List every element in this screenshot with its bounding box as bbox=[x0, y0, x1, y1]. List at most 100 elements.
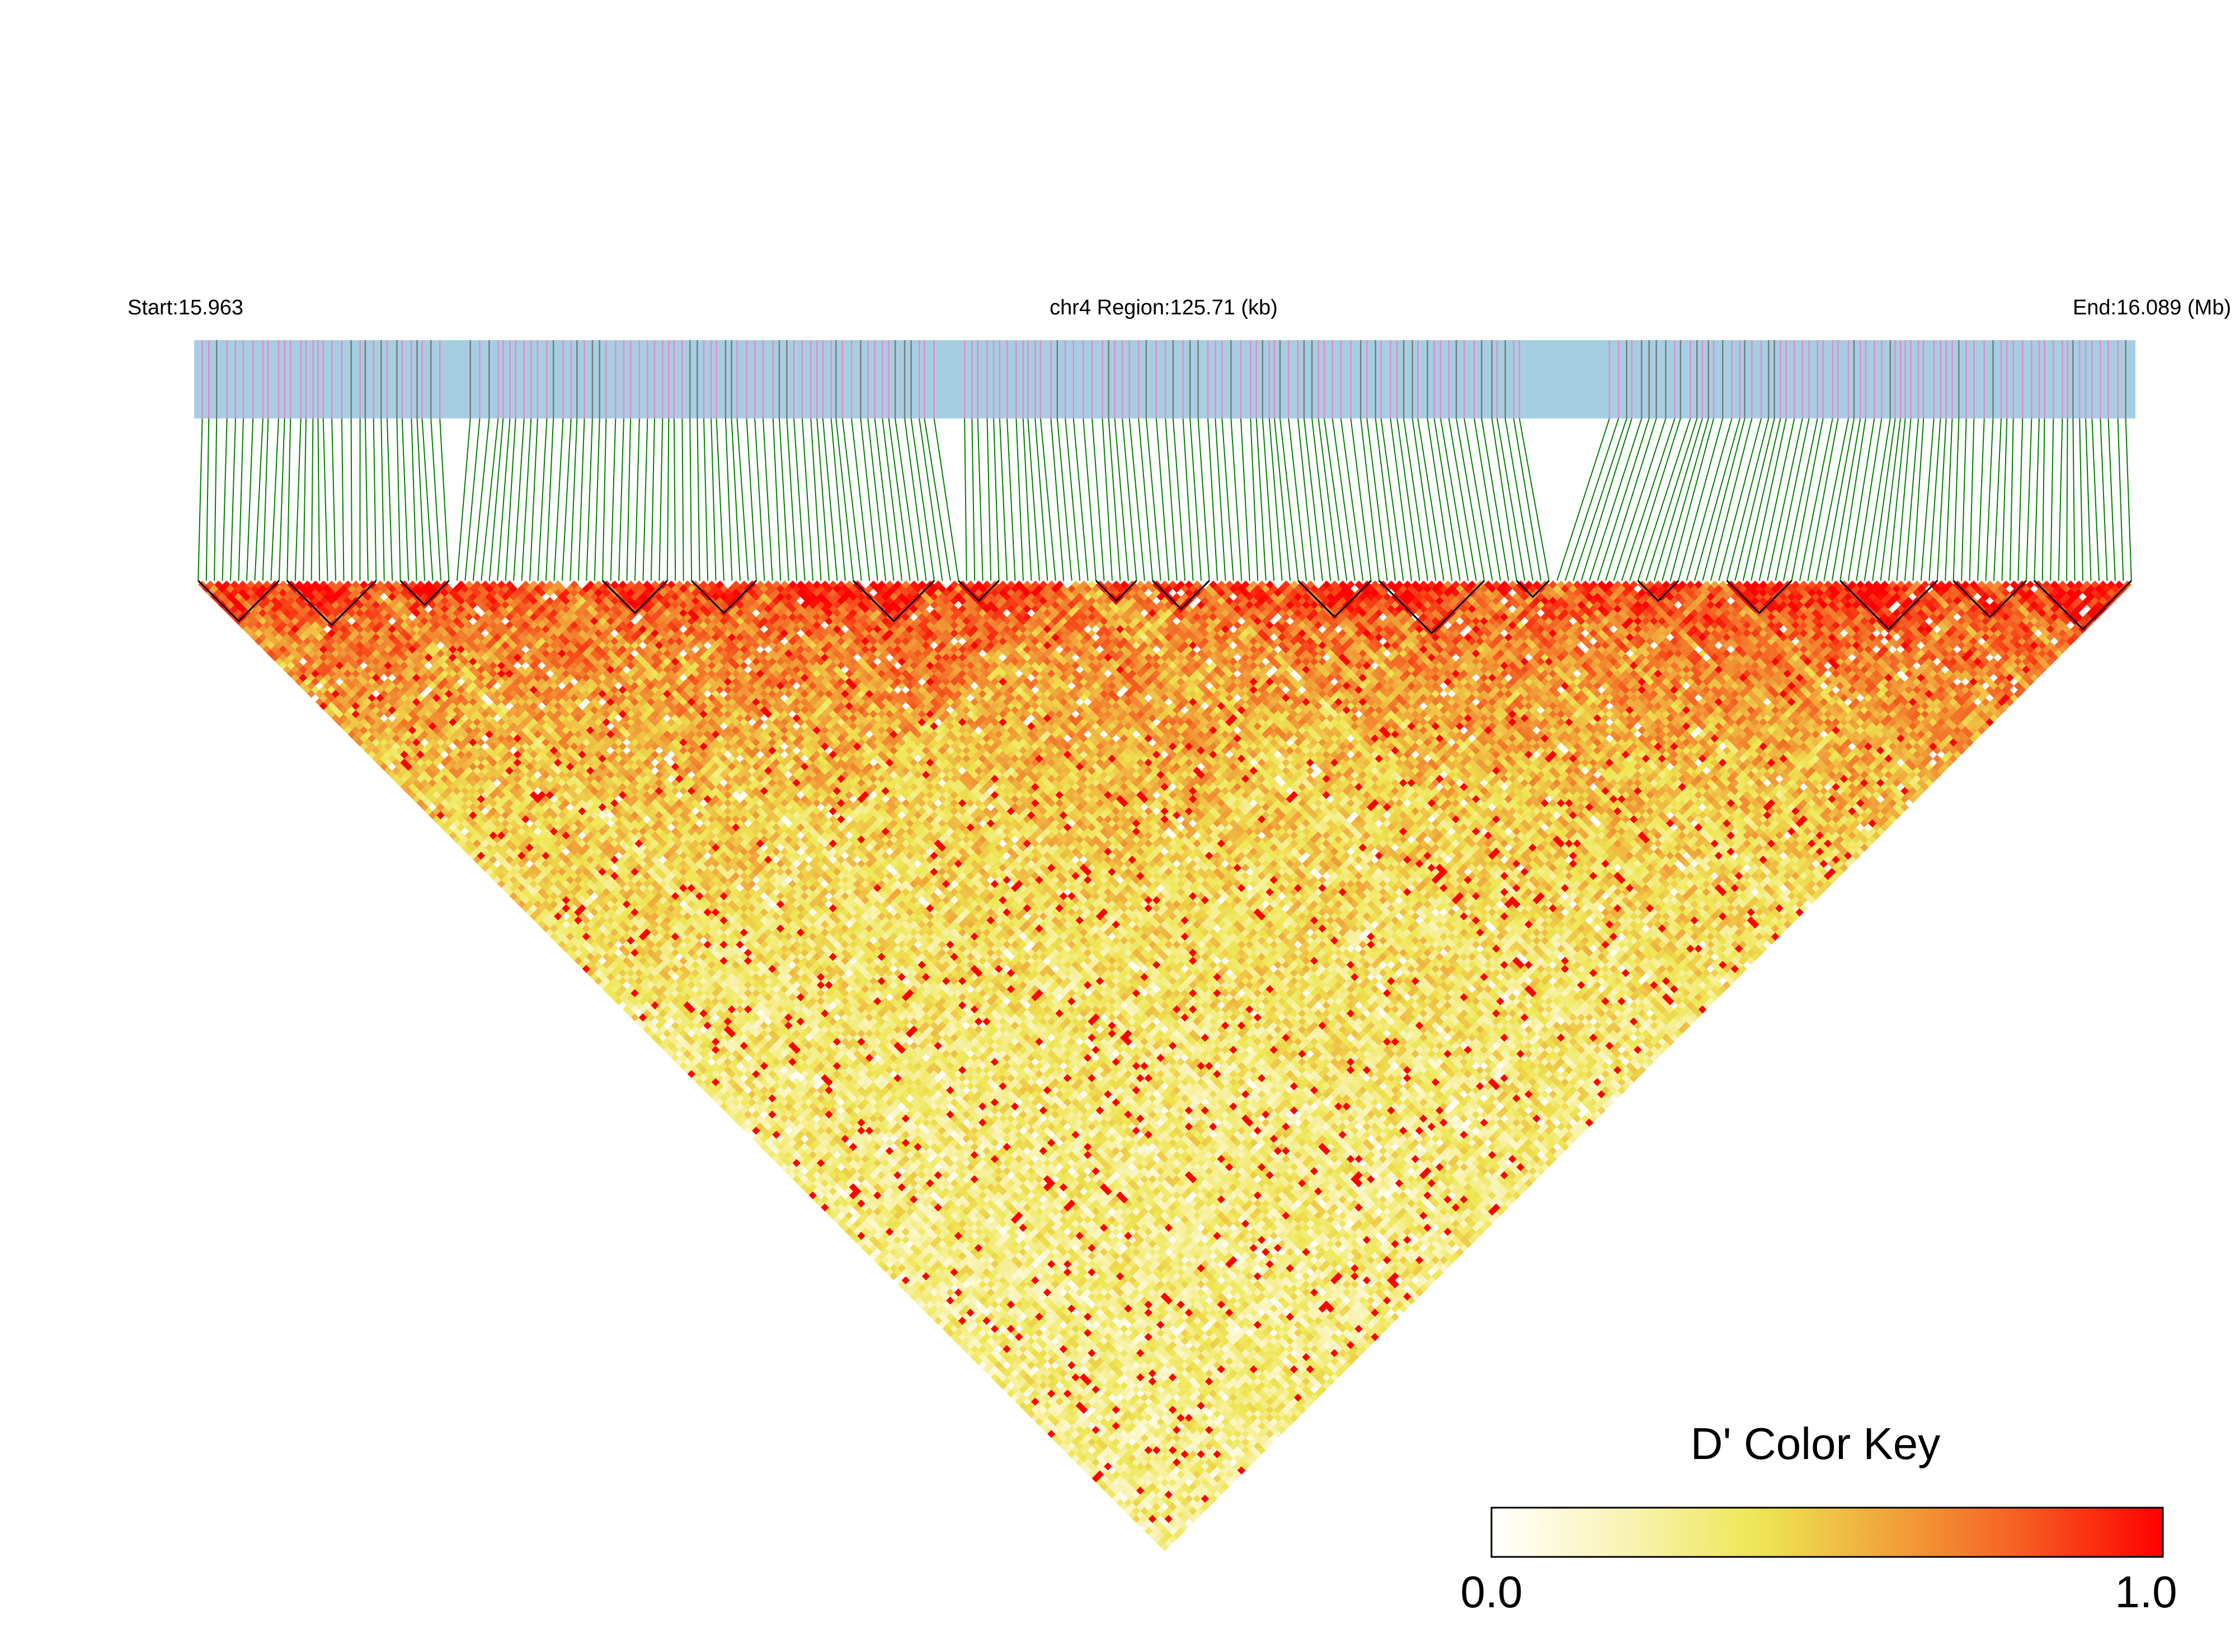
snp-connector bbox=[851, 418, 871, 581]
ld-cell bbox=[218, 592, 227, 601]
snp-connector bbox=[1350, 418, 1372, 581]
snp-connector bbox=[841, 418, 862, 581]
snp-connector bbox=[505, 418, 516, 581]
snp-connector bbox=[1791, 418, 1824, 581]
ld-cell bbox=[816, 1199, 826, 1208]
snp-connector bbox=[882, 418, 903, 581]
snp-connector bbox=[1710, 418, 1753, 581]
ld-cell bbox=[901, 1284, 910, 1293]
snp-connector bbox=[513, 418, 525, 581]
ld-cell bbox=[881, 1264, 890, 1273]
snp-connector bbox=[2125, 418, 2132, 581]
snp-connector bbox=[1839, 418, 1866, 581]
ld-cell bbox=[1039, 1422, 1048, 1430]
snp-connector bbox=[673, 418, 676, 581]
snp-connector bbox=[2066, 418, 2068, 581]
ld-cell bbox=[344, 718, 352, 727]
ld-cell bbox=[1063, 1446, 1072, 1455]
snp-connector bbox=[1702, 418, 1745, 581]
snp-connector bbox=[2091, 418, 2100, 581]
snp-connector bbox=[964, 418, 967, 581]
snp-connector bbox=[570, 418, 578, 581]
snp-connector bbox=[1767, 418, 1803, 581]
ld-cell bbox=[893, 1276, 902, 1285]
snp-connector bbox=[310, 418, 314, 581]
ld-cell bbox=[1027, 1409, 1036, 1418]
ld-cell bbox=[869, 1251, 878, 1260]
snp-connector bbox=[634, 418, 640, 581]
snp-connector bbox=[1083, 418, 1097, 581]
snp-connector bbox=[1597, 418, 1650, 581]
snp-connector bbox=[736, 418, 749, 581]
snp-connector bbox=[1072, 418, 1089, 581]
snp-connector bbox=[731, 418, 741, 581]
snp-connector bbox=[1823, 418, 1855, 581]
snp-connector bbox=[716, 418, 725, 581]
snp-connector bbox=[1928, 418, 1941, 581]
ld-cell bbox=[1144, 1527, 1153, 1536]
snp-connector bbox=[1856, 418, 1883, 581]
snp-connector bbox=[650, 418, 655, 581]
ld-cell bbox=[857, 1239, 866, 1249]
snp-connector bbox=[553, 418, 564, 581]
ld-cell bbox=[978, 1361, 987, 1370]
ld-cell bbox=[986, 1369, 995, 1378]
ld-cell bbox=[283, 657, 291, 666]
ld-cell bbox=[905, 1288, 915, 1297]
snp-connector bbox=[456, 418, 471, 581]
ld-cell bbox=[853, 1235, 862, 1244]
ld-cell bbox=[914, 1296, 923, 1305]
snp-connector bbox=[1896, 418, 1912, 581]
snp-connector bbox=[1872, 418, 1896, 581]
snp-connector bbox=[778, 418, 789, 581]
ld-cell bbox=[829, 1211, 837, 1220]
snp-connector bbox=[1360, 418, 1380, 581]
ld-cell bbox=[999, 1381, 1008, 1390]
ld-cell bbox=[1075, 1458, 1084, 1467]
ld-cell bbox=[1108, 1490, 1117, 1499]
ld-cell bbox=[966, 1349, 975, 1358]
snp-connector bbox=[1513, 418, 1542, 581]
snp-connector bbox=[2117, 418, 2124, 581]
snp-connector bbox=[270, 418, 279, 581]
snp-connector bbox=[1969, 418, 1975, 581]
snp-connector bbox=[1155, 418, 1170, 581]
start-label: Start:15.963 bbox=[128, 296, 243, 319]
snp-connector bbox=[772, 418, 782, 581]
ld-cell bbox=[230, 604, 239, 614]
snp-connector bbox=[697, 418, 700, 581]
snp-connector bbox=[2041, 418, 2045, 581]
snp-connector bbox=[2058, 418, 2063, 581]
snp-connector bbox=[2079, 418, 2084, 581]
ld-cell bbox=[1084, 1466, 1093, 1475]
ld-cell bbox=[974, 1357, 984, 1366]
snp-connector bbox=[1694, 418, 1740, 581]
snp-connector bbox=[2050, 418, 2054, 581]
snp-connector bbox=[1669, 418, 1715, 581]
snp-connector bbox=[2085, 418, 2092, 581]
snp-connector bbox=[724, 418, 733, 581]
region-label: chr4 Region:125.71 (kb) bbox=[1050, 296, 1278, 319]
snp-connector bbox=[1255, 418, 1267, 581]
snp-connector bbox=[1920, 418, 1935, 581]
snp-connector bbox=[1645, 418, 1698, 581]
snp-connector bbox=[904, 418, 927, 581]
snp-connector bbox=[810, 418, 822, 581]
ld-cell bbox=[772, 1155, 781, 1164]
ld-cell bbox=[890, 1272, 898, 1281]
ld-cell bbox=[845, 1227, 854, 1236]
snp-connector bbox=[1686, 418, 1733, 581]
snp-connector bbox=[2072, 418, 2076, 581]
snp-connector bbox=[1945, 418, 1953, 581]
snp-position-track bbox=[194, 340, 2135, 418]
snp-connector bbox=[1230, 418, 1243, 581]
snp-connector bbox=[1145, 418, 1161, 581]
snp-connector bbox=[1977, 418, 1985, 581]
snp-connector bbox=[1288, 418, 1307, 581]
snp-connector bbox=[545, 418, 554, 581]
snp-connector bbox=[2025, 418, 2032, 581]
ld-cell bbox=[1003, 1385, 1011, 1394]
snp-connector bbox=[386, 418, 393, 581]
snp-connector bbox=[1122, 418, 1137, 581]
